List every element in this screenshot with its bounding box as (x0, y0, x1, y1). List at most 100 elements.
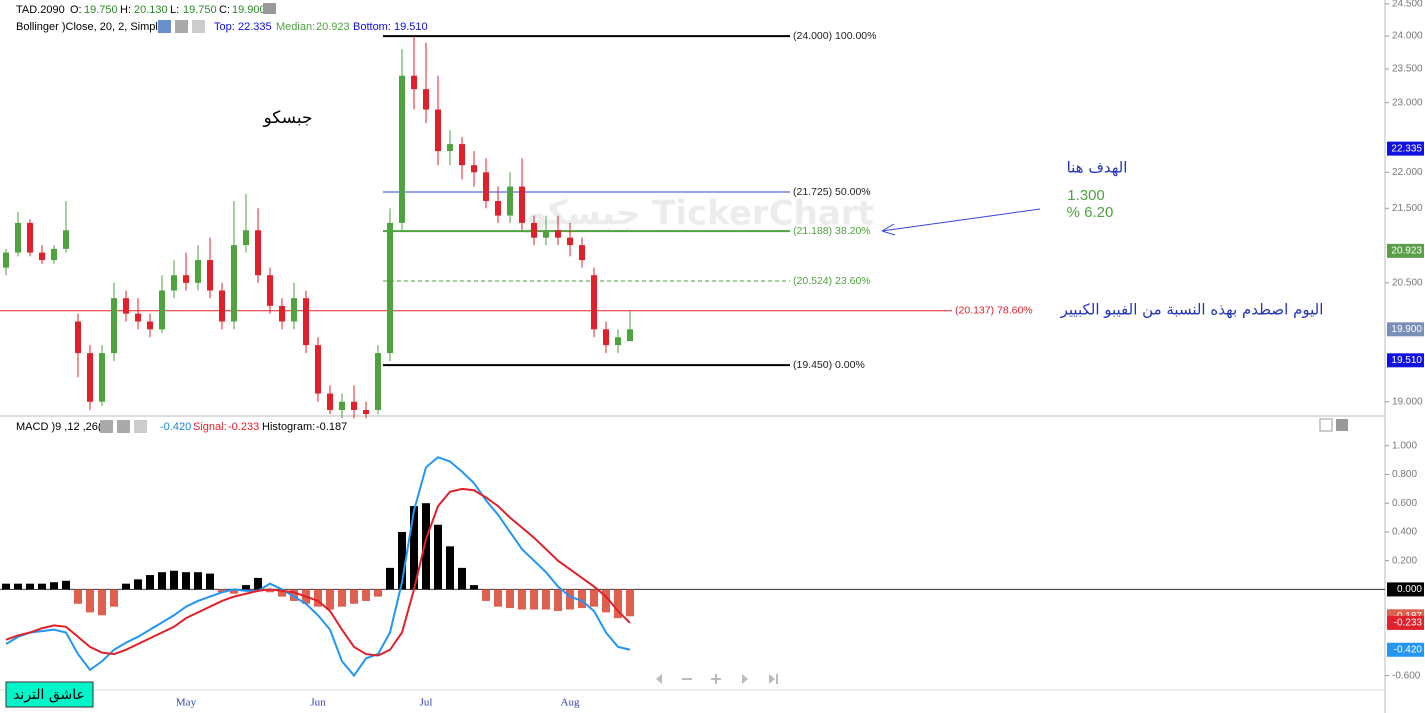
x-tick-label: May (176, 697, 197, 709)
candle-body (27, 222, 33, 253)
visibility-button[interactable] (100, 420, 113, 433)
line (5, 487, 631, 657)
histogram-bar (482, 589, 490, 601)
navigation (656, 674, 778, 684)
label: O: (70, 4, 82, 16)
fib-label: (20.524) 23.60% (793, 275, 871, 287)
candle-body (231, 245, 237, 322)
candle-body (51, 248, 57, 261)
histogram-bar (578, 589, 586, 609)
value-badge-label: -0.420 (1394, 644, 1423, 655)
y-tick-label: 0.200 (1392, 555, 1417, 566)
zoom-in[interactable] (711, 674, 721, 684)
label: H: (120, 4, 131, 16)
price-badge (1387, 243, 1424, 258)
close-button[interactable] (134, 420, 147, 433)
histogram-bar (230, 589, 238, 594)
histogram-bar (566, 589, 574, 610)
fib-label: (24.000) 100.00% (793, 30, 876, 42)
histogram-bar (386, 567, 394, 590)
price-header: TAD.2090 O: 19.750 H: 20.130 L: 19.750 C… (16, 3, 428, 33)
candle-body (351, 401, 357, 411)
minimize-button[interactable] (1319, 418, 1333, 432)
fib-label: (20.137) 78.60% (955, 305, 1033, 317)
candle-body (411, 75, 417, 90)
histogram-bar (38, 583, 46, 590)
candle-body (279, 305, 285, 322)
histogram-bar (338, 589, 346, 607)
label: C: (219, 4, 230, 16)
histogram-bar (182, 572, 190, 590)
candle-body (147, 321, 153, 330)
y-tick-label: 24.000 (1392, 31, 1423, 42)
candle-body (483, 172, 489, 202)
histogram-bar (614, 589, 622, 619)
histogram-bar (590, 589, 598, 607)
histogram-bar (158, 572, 166, 590)
zoom-out[interactable] (682, 678, 692, 680)
value: 20.130 (134, 4, 168, 16)
candle-body (63, 230, 69, 249)
settings-button[interactable] (117, 420, 130, 433)
histogram-bar (494, 589, 502, 607)
histogram-bar (194, 572, 202, 590)
annotation: % 6.20 (1067, 204, 1114, 221)
scroll-end[interactable] (769, 674, 778, 684)
candle-body (579, 245, 585, 261)
close-button[interactable] (192, 20, 205, 33)
visibility-button[interactable] (158, 20, 171, 33)
candle-body (111, 298, 117, 354)
candle-body (603, 329, 609, 346)
price-badge (1387, 322, 1424, 337)
candle-body (15, 222, 21, 253)
candle-body (171, 275, 177, 291)
histogram-bar (530, 589, 538, 610)
histogram-bar (350, 589, 358, 604)
menu-button[interactable] (263, 3, 276, 14)
candle-body (255, 230, 261, 276)
histogram-bar (266, 589, 274, 593)
candle-body (615, 337, 621, 346)
value: -0.420 (160, 421, 191, 433)
histogram-bar (50, 582, 58, 590)
arrow-head (881, 223, 896, 236)
watermark: جبسكو TickerChart (524, 194, 874, 234)
histogram-bar (74, 589, 82, 604)
histogram-bar (14, 583, 22, 590)
y-tick-label: 0.400 (1392, 527, 1417, 538)
histogram-bar (554, 589, 562, 611)
price-badge-label: 19.900 (1391, 324, 1422, 335)
histogram-bar (146, 575, 154, 590)
menu-button[interactable] (1336, 419, 1348, 431)
histogram-bar (110, 589, 118, 607)
value: 22.335 (238, 21, 272, 33)
histogram-bar (2, 583, 10, 590)
histogram-bar (602, 589, 610, 613)
scroll-right[interactable] (742, 674, 748, 684)
histogram-bar (374, 589, 382, 597)
y-tick-label: 1.000 (1392, 440, 1417, 451)
histogram-bar (86, 589, 94, 613)
candle-body (567, 237, 573, 246)
candle-body (87, 353, 93, 402)
candle-body (339, 401, 345, 411)
indicator: Bollinger )Close, 20, 2, Simple( (16, 21, 168, 33)
candle-body (327, 393, 333, 411)
label: Top: (214, 21, 235, 33)
y-tick-label: 20.500 (1392, 277, 1423, 288)
candle-body (207, 260, 213, 291)
candle-body (291, 298, 297, 322)
label: Signal: (193, 421, 227, 433)
scroll-left[interactable] (656, 674, 662, 684)
fib-label: (21.188) 38.20% (793, 225, 871, 237)
candle-body (495, 201, 501, 216)
histogram-bar (398, 531, 406, 590)
histogram-bar (326, 589, 334, 610)
histogram-bar (170, 570, 178, 590)
fib-label: (19.450) 0.00% (793, 359, 865, 371)
candle-body (123, 298, 129, 314)
price-badge (1387, 141, 1424, 156)
settings-button[interactable] (175, 20, 188, 33)
value-badge-label: -0.233 (1394, 618, 1423, 629)
